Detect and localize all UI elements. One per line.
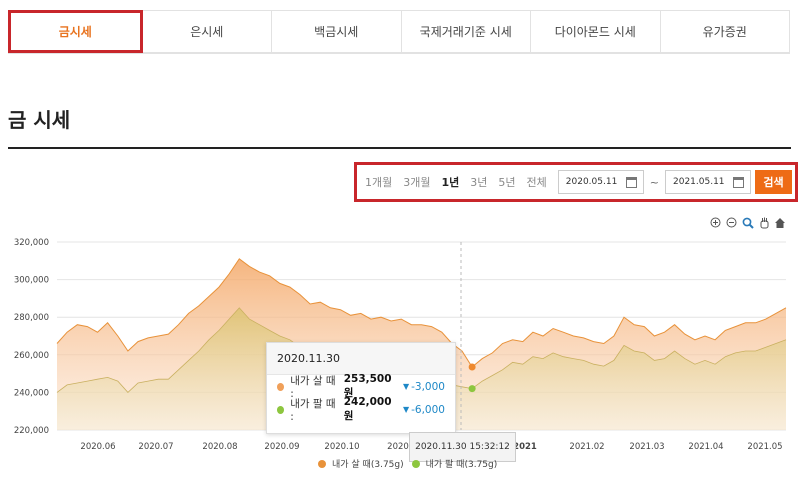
tab-bar: 금시세 은시세 백금시세 국제거래기준 시세 다이아몬드 시세 유가증권 <box>8 10 790 54</box>
buy-label: 내가 살 때 : <box>290 375 336 400</box>
tooltip-buy-row: 내가 살 때 : 253,500원 ▼ -3,000 <box>267 373 455 400</box>
search-button[interactable]: 검색 <box>755 170 792 194</box>
x-tick-label: 2021.02 <box>569 442 604 452</box>
tab-2[interactable]: 백금시세 <box>272 10 402 53</box>
zoom-in-icon[interactable] <box>709 216 722 229</box>
y-tick-label: 320,000 <box>14 238 49 248</box>
x-tick-label: 2020 <box>387 442 409 452</box>
buy-series-line <box>56 258 787 368</box>
x-tick-label: 2021.03 <box>629 442 664 452</box>
x-tick-label: 2021.05 <box>747 442 782 452</box>
sell-value: 242,000원 <box>343 396 392 422</box>
y-tick-label: 220,000 <box>14 426 49 436</box>
legend-item-sell[interactable]: 내가 팔 때(3.75g) <box>411 457 498 470</box>
x-tick-label: 2020.06 <box>80 442 115 452</box>
tab-3[interactable]: 국제거래기준 시세 <box>401 10 531 53</box>
home-icon[interactable] <box>773 216 786 229</box>
y-tick-label: 260,000 <box>14 351 49 361</box>
x-tick-label: 2020.08 <box>202 442 237 452</box>
tooltip-sell-row: 내가 팔 때 : 242,000원 ▼ -6,000 <box>267 396 455 423</box>
legend-sell-dot <box>411 459 420 468</box>
sell-highlight-point <box>468 385 476 393</box>
tab-1[interactable]: 은시세 <box>142 10 272 53</box>
magnifier-icon[interactable] <box>741 216 754 229</box>
buy-highlight-point <box>468 363 476 371</box>
x-tick-label: 2021.04 <box>688 442 723 452</box>
tab-5[interactable]: 유가증권 <box>660 10 790 53</box>
tab-0[interactable]: 금시세 <box>8 10 143 53</box>
x-tick-label: 2021 <box>513 442 537 452</box>
legend-buy-label: 내가 살 때(3.75g) <box>332 460 404 470</box>
period-option[interactable]: 3년 <box>470 176 488 189</box>
period-option[interactable]: 전체 <box>526 176 547 189</box>
chart-tooltip: 2020.11.30 내가 살 때 : 253,500원 ▼ -3,000 내가… <box>266 342 456 434</box>
calendar-icon[interactable] <box>625 177 637 188</box>
zoom-out-icon[interactable] <box>725 216 738 229</box>
x-tick-label: 2020.09 <box>264 442 299 452</box>
start-date-value: 2020.05.11 <box>565 177 618 187</box>
chart-legend: 내가 살 때(3.75g) 내가 팔 때(3.75g) <box>318 457 497 470</box>
period-option[interactable]: 5년 <box>498 176 516 189</box>
sell-change: -6,000 <box>411 403 445 416</box>
calendar-icon[interactable] <box>733 177 744 188</box>
legend-item-buy[interactable]: 내가 살 때(3.75g) <box>318 457 404 470</box>
tooltip-date: 2020.11.30 <box>267 343 455 375</box>
title-divider <box>8 147 791 149</box>
down-triangle-icon: ▼ <box>402 382 410 391</box>
sell-series-dot <box>277 405 285 414</box>
end-date-value: 2021.05.11 <box>673 177 725 187</box>
sell-series-area <box>57 307 786 430</box>
period-filter-bar: 1개월 3개월 1년 3년 5년 전체 2020.05.11 ~ 2021.05.11 검… <box>354 162 798 202</box>
down-triangle-icon: ▼ <box>402 405 410 414</box>
buy-value: 253,500원 <box>343 373 392 399</box>
legend-buy-dot <box>318 459 326 468</box>
y-tick-label: 240,000 <box>14 388 49 398</box>
period-option[interactable]: 1년 <box>441 176 460 189</box>
sell-label: 내가 팔 때 : <box>290 398 336 423</box>
x-tick-label: 2020.07 <box>138 442 173 452</box>
y-tick-label: 280,000 <box>14 313 49 323</box>
period-option[interactable]: 3개월 <box>403 176 431 189</box>
crosshair-time-badge: 2020.11.30 15:32:12 <box>409 432 516 462</box>
tab-4[interactable]: 다이아몬드 시세 <box>531 10 661 53</box>
page-title: 금 시세 <box>8 108 71 132</box>
end-date-field[interactable]: 2021.05.11 <box>665 170 751 194</box>
start-date-field[interactable]: 2020.05.11 <box>557 170 644 194</box>
buy-series-dot <box>277 382 285 391</box>
buy-change: -3,000 <box>411 380 445 393</box>
period-option[interactable]: 1개월 <box>365 176 393 189</box>
pan-hand-icon[interactable] <box>757 216 770 229</box>
chart-toolbar <box>709 216 786 229</box>
y-tick-label: 300,000 <box>14 276 49 286</box>
legend-sell-label: 내가 팔 때(3.75g) <box>425 460 498 470</box>
date-range-separator: ~ <box>649 175 659 189</box>
period-options: 1개월 3개월 1년 3년 5년 전체 <box>365 174 558 190</box>
x-tick-label: 2020.10 <box>324 442 359 452</box>
